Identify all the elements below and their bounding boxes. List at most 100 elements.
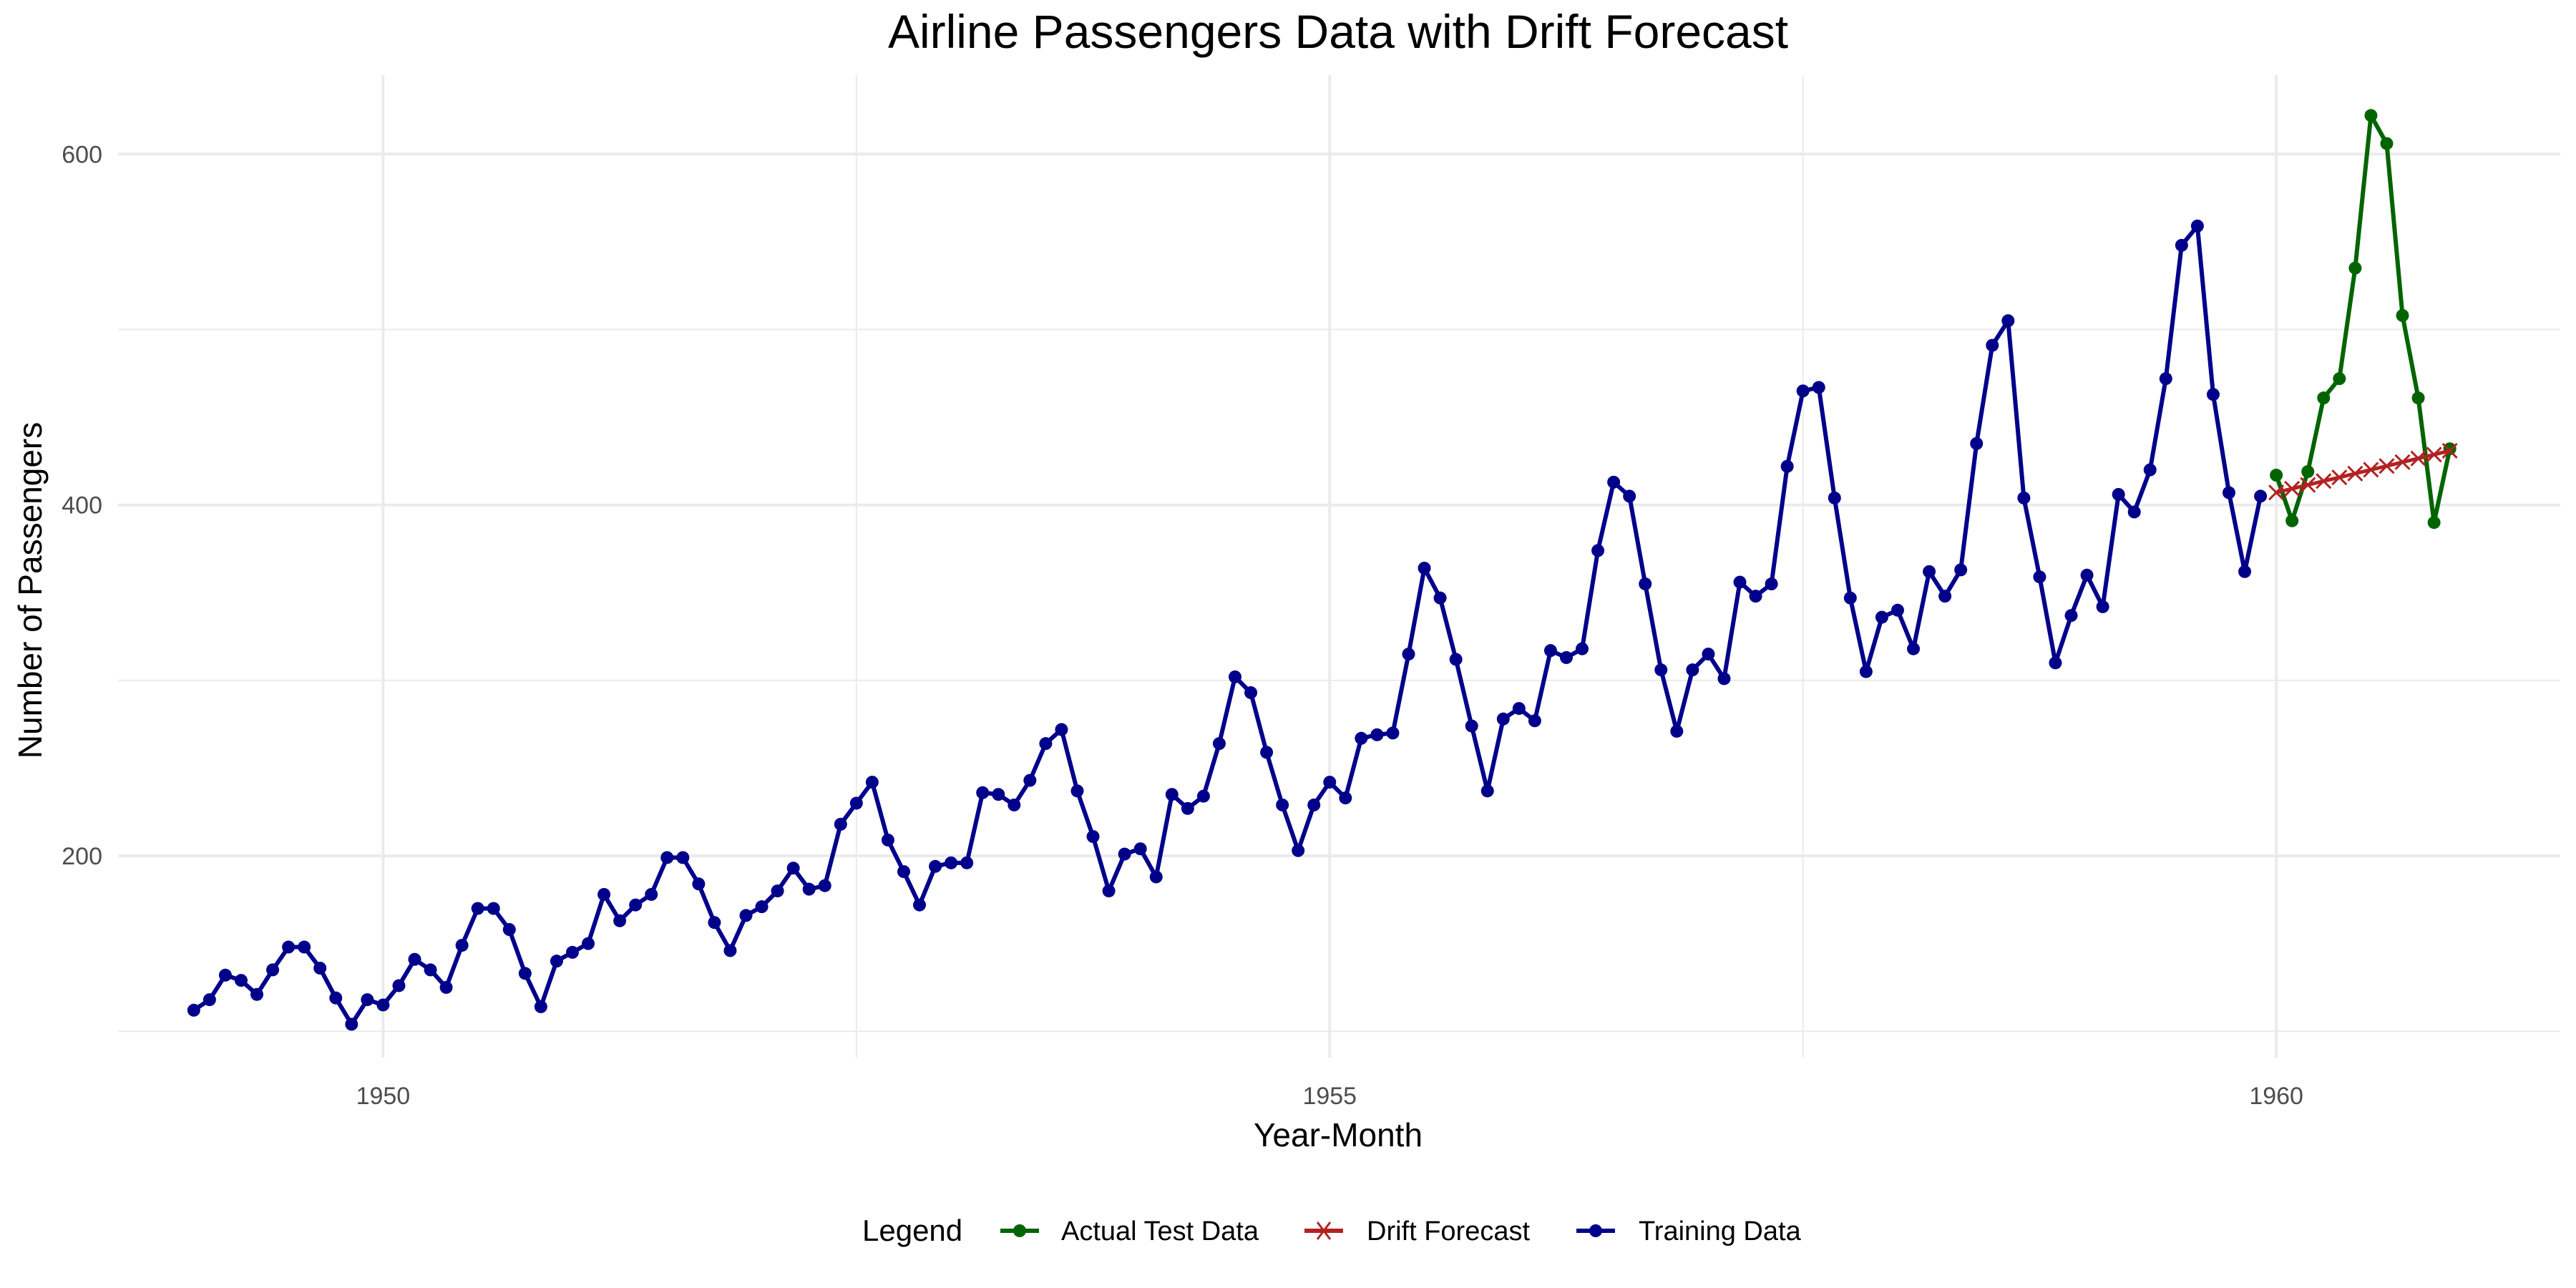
data-point-training-data [1765, 577, 1778, 591]
data-point-training-data [1843, 591, 1857, 605]
data-point-training-data [2049, 656, 2062, 670]
series-line-drift-forecast [2274, 449, 2452, 494]
data-point-training-data [1970, 436, 1984, 450]
data-point-training-data [1702, 648, 1715, 661]
data-point-training-data [1102, 884, 1116, 898]
data-point-training-data [1339, 791, 1352, 805]
data-point-training-data [708, 916, 721, 930]
data-point-training-data [218, 968, 232, 982]
grid-major [118, 75, 2560, 1058]
data-point-training-data [2206, 388, 2220, 401]
data-point-training-data [1449, 653, 1463, 666]
legend-item-actual-test-data: Actual Test Data [1000, 1216, 1259, 1246]
data-point-training-data [1133, 842, 1147, 856]
legend: Legend Actual Test Data Drift Forecast T… [862, 1214, 1802, 1247]
legend-key-training-marker [1589, 1224, 1602, 1237]
data-point-training-data [502, 923, 516, 937]
data-point-training-data [1260, 746, 1274, 759]
data-point-training-data [945, 856, 958, 869]
y-axis-ticks: 200 400 600 [62, 141, 102, 870]
data-point-drift-forecast [2379, 458, 2395, 474]
data-point-training-data [2080, 568, 2094, 582]
data-point-training-data [2096, 600, 2109, 613]
data-point-training-data [1212, 737, 1226, 751]
data-point-training-data [992, 788, 1005, 801]
data-point-training-data [1181, 801, 1194, 815]
data-point-training-data [313, 961, 327, 975]
data-point-training-data [818, 879, 831, 892]
y-tick-label: 400 [62, 492, 102, 519]
data-point-training-data [234, 974, 248, 987]
data-point-training-data [424, 963, 437, 977]
x-tick-label: 1955 [1302, 1083, 1357, 1110]
data-point-training-data [2001, 314, 2015, 328]
data-point-training-data [392, 979, 406, 992]
data-point-training-data [2159, 372, 2172, 386]
data-point-training-data [1008, 798, 1021, 811]
x-axis-title: Year-Month [1254, 1116, 1423, 1153]
data-point-drift-forecast [2441, 442, 2458, 459]
legend-item-drift-forecast: Drift Forecast [1304, 1216, 1530, 1246]
data-point-training-data [298, 940, 311, 954]
data-point-training-data [1591, 544, 1605, 557]
data-point-training-data [2222, 486, 2235, 499]
data-point-training-data [1070, 784, 1084, 798]
data-point-training-data [1954, 563, 1968, 577]
data-point-drift-forecast [2410, 450, 2426, 467]
data-point-actual-test-data [2364, 109, 2378, 122]
data-point-training-data [1307, 798, 1321, 811]
data-point-training-data [1244, 686, 1258, 700]
data-point-drift-forecast [2331, 469, 2348, 486]
data-point-training-data [660, 851, 674, 864]
data-point-training-data [897, 865, 910, 879]
data-point-training-data [582, 937, 595, 950]
data-point-training-data [881, 833, 894, 847]
series-drift-forecast [2268, 442, 2458, 501]
data-point-training-data [1149, 870, 1163, 884]
data-point-training-data [2017, 491, 2031, 504]
data-point-training-data [1986, 338, 1999, 352]
data-point-training-data [1402, 648, 1415, 661]
legend-title: Legend [862, 1214, 962, 1247]
data-point-training-data [1559, 650, 1573, 664]
legend-key-forecast-marker [1316, 1221, 1332, 1240]
data-point-training-data [597, 887, 611, 901]
data-point-training-data [2254, 489, 2268, 503]
data-point-training-data [1276, 798, 1289, 811]
data-point-training-data [1323, 776, 1337, 789]
data-point-training-data [266, 963, 280, 977]
data-point-training-data [1118, 847, 1131, 861]
data-point-training-data [2175, 238, 2188, 252]
data-point-training-data [1812, 381, 1825, 394]
data-point-training-data [1749, 590, 1762, 603]
series-layer [187, 109, 2458, 1031]
data-point-training-data [361, 993, 374, 1007]
data-point-training-data [282, 940, 296, 954]
data-point-training-data [345, 1018, 358, 1031]
data-point-training-data [1512, 702, 1526, 716]
data-point-training-data [2143, 463, 2157, 477]
data-point-drift-forecast [2363, 462, 2379, 478]
data-point-training-data [376, 998, 390, 1012]
data-point-training-data [1890, 603, 1904, 617]
data-point-training-data [1639, 577, 1652, 591]
data-point-actual-test-data [2396, 308, 2409, 322]
data-point-training-data [518, 967, 532, 980]
data-point-training-data [1039, 737, 1053, 751]
x-tick-label: 1960 [2249, 1083, 2303, 1110]
data-point-training-data [2064, 609, 2078, 623]
data-point-training-data [203, 993, 216, 1007]
data-point-training-data [1496, 712, 1510, 726]
legend-key-actual-marker [1013, 1224, 1026, 1237]
data-point-training-data [913, 898, 927, 912]
data-point-training-data [1686, 663, 1699, 677]
data-point-training-data [1055, 723, 1068, 736]
data-point-training-data [1717, 672, 1731, 686]
data-point-training-data [1228, 670, 1241, 683]
data-point-training-data [834, 817, 847, 831]
data-point-training-data [786, 862, 800, 875]
data-point-training-data [1196, 789, 1210, 803]
data-point-training-data [1086, 830, 1100, 844]
data-point-training-data [1733, 575, 1747, 589]
